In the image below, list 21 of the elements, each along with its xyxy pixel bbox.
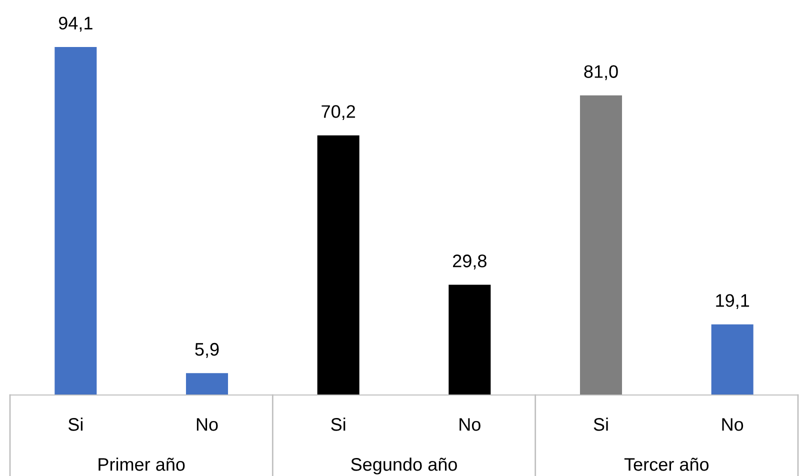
text: Tercer año — [624, 458, 709, 471]
data-label: 94,1 — [58, 16, 92, 32]
x-tick-label: No — [460, 418, 480, 431]
bar — [580, 95, 622, 395]
data-label: 5,9 — [195, 342, 219, 358]
data-label: 19,1 — [716, 294, 750, 310]
bar — [186, 373, 228, 395]
x-tick-label: No — [722, 418, 744, 431]
data-label: 70,2 — [322, 105, 355, 120]
x-tick-label: Si — [331, 418, 346, 431]
data-label: 81,0 — [584, 65, 618, 80]
bar — [711, 324, 754, 395]
bar — [317, 135, 360, 395]
x-tick-label: No — [196, 418, 218, 431]
bar — [54, 46, 97, 395]
text: Segundo año — [351, 458, 457, 474]
bar — [448, 284, 491, 395]
x-tick-label: Si — [68, 418, 82, 431]
text: Primer año — [98, 458, 185, 471]
data-label: 29,8 — [453, 254, 486, 270]
x-tick-label: Si — [594, 418, 608, 431]
